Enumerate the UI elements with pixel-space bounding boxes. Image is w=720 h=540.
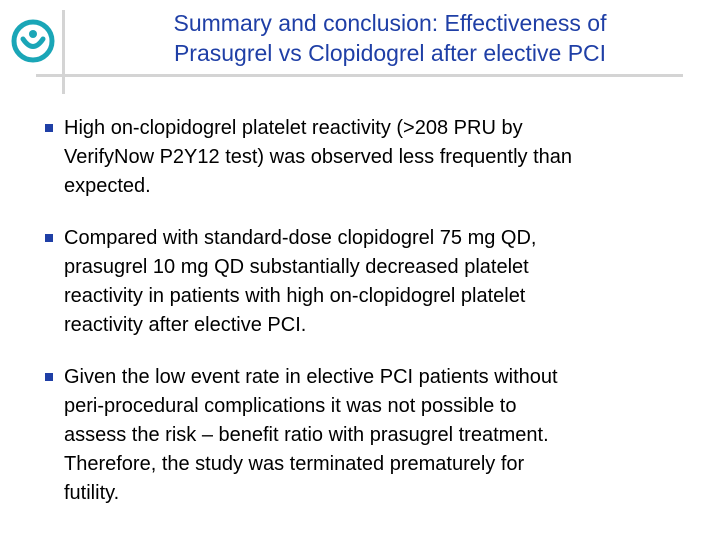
page-title-line: Summary and conclusion: Effectiveness of [173, 10, 607, 36]
bullet-text-line: futility. [64, 482, 120, 504]
bullet-text-line: prasugrel 10 mg QD substantially decreas… [64, 256, 529, 278]
bullet-item: High on-clopidogrel platelet reactivity … [44, 114, 694, 201]
bullet-text-line: Given the low event rate in elective PCI… [64, 366, 558, 388]
bullet-item: Given the low event rate in elective PCI… [44, 363, 694, 508]
square-bullet-icon [45, 373, 53, 381]
bullet-list: High on-clopidogrel platelet reactivity … [44, 114, 694, 531]
square-bullet-icon [45, 234, 53, 242]
bullet-text-line: High on-clopidogrel platelet reactivity … [64, 117, 523, 139]
header-horizontal-rule [36, 74, 683, 77]
bullet-text-line: reactivity in patients with high on-clop… [64, 285, 526, 307]
bullet-item: Compared with standard-dose clopidogrel … [44, 224, 694, 340]
bullet-text-line: Therefore, the study was terminated prem… [64, 453, 525, 475]
bullet-text-line: reactivity after elective PCI. [64, 314, 307, 336]
organization-logo-icon [10, 18, 56, 64]
header-vertical-rule [62, 10, 65, 94]
bullet-text-line: expected. [64, 175, 151, 197]
page-title-line: Prasugrel vs Clopidogrel after elective … [173, 40, 607, 66]
page-title: Summary and conclusion: Effectiveness of… [80, 8, 700, 68]
bullet-text-line: VerifyNow P2Y12 test) was observed less … [64, 146, 573, 168]
square-bullet-icon [45, 124, 53, 132]
bullet-text-line: peri-procedural complications it was not… [64, 395, 517, 417]
bullet-text-line: Compared with standard-dose clopidogrel … [64, 227, 537, 249]
bullet-text-line: assess the risk – benefit ratio with pra… [64, 424, 549, 446]
